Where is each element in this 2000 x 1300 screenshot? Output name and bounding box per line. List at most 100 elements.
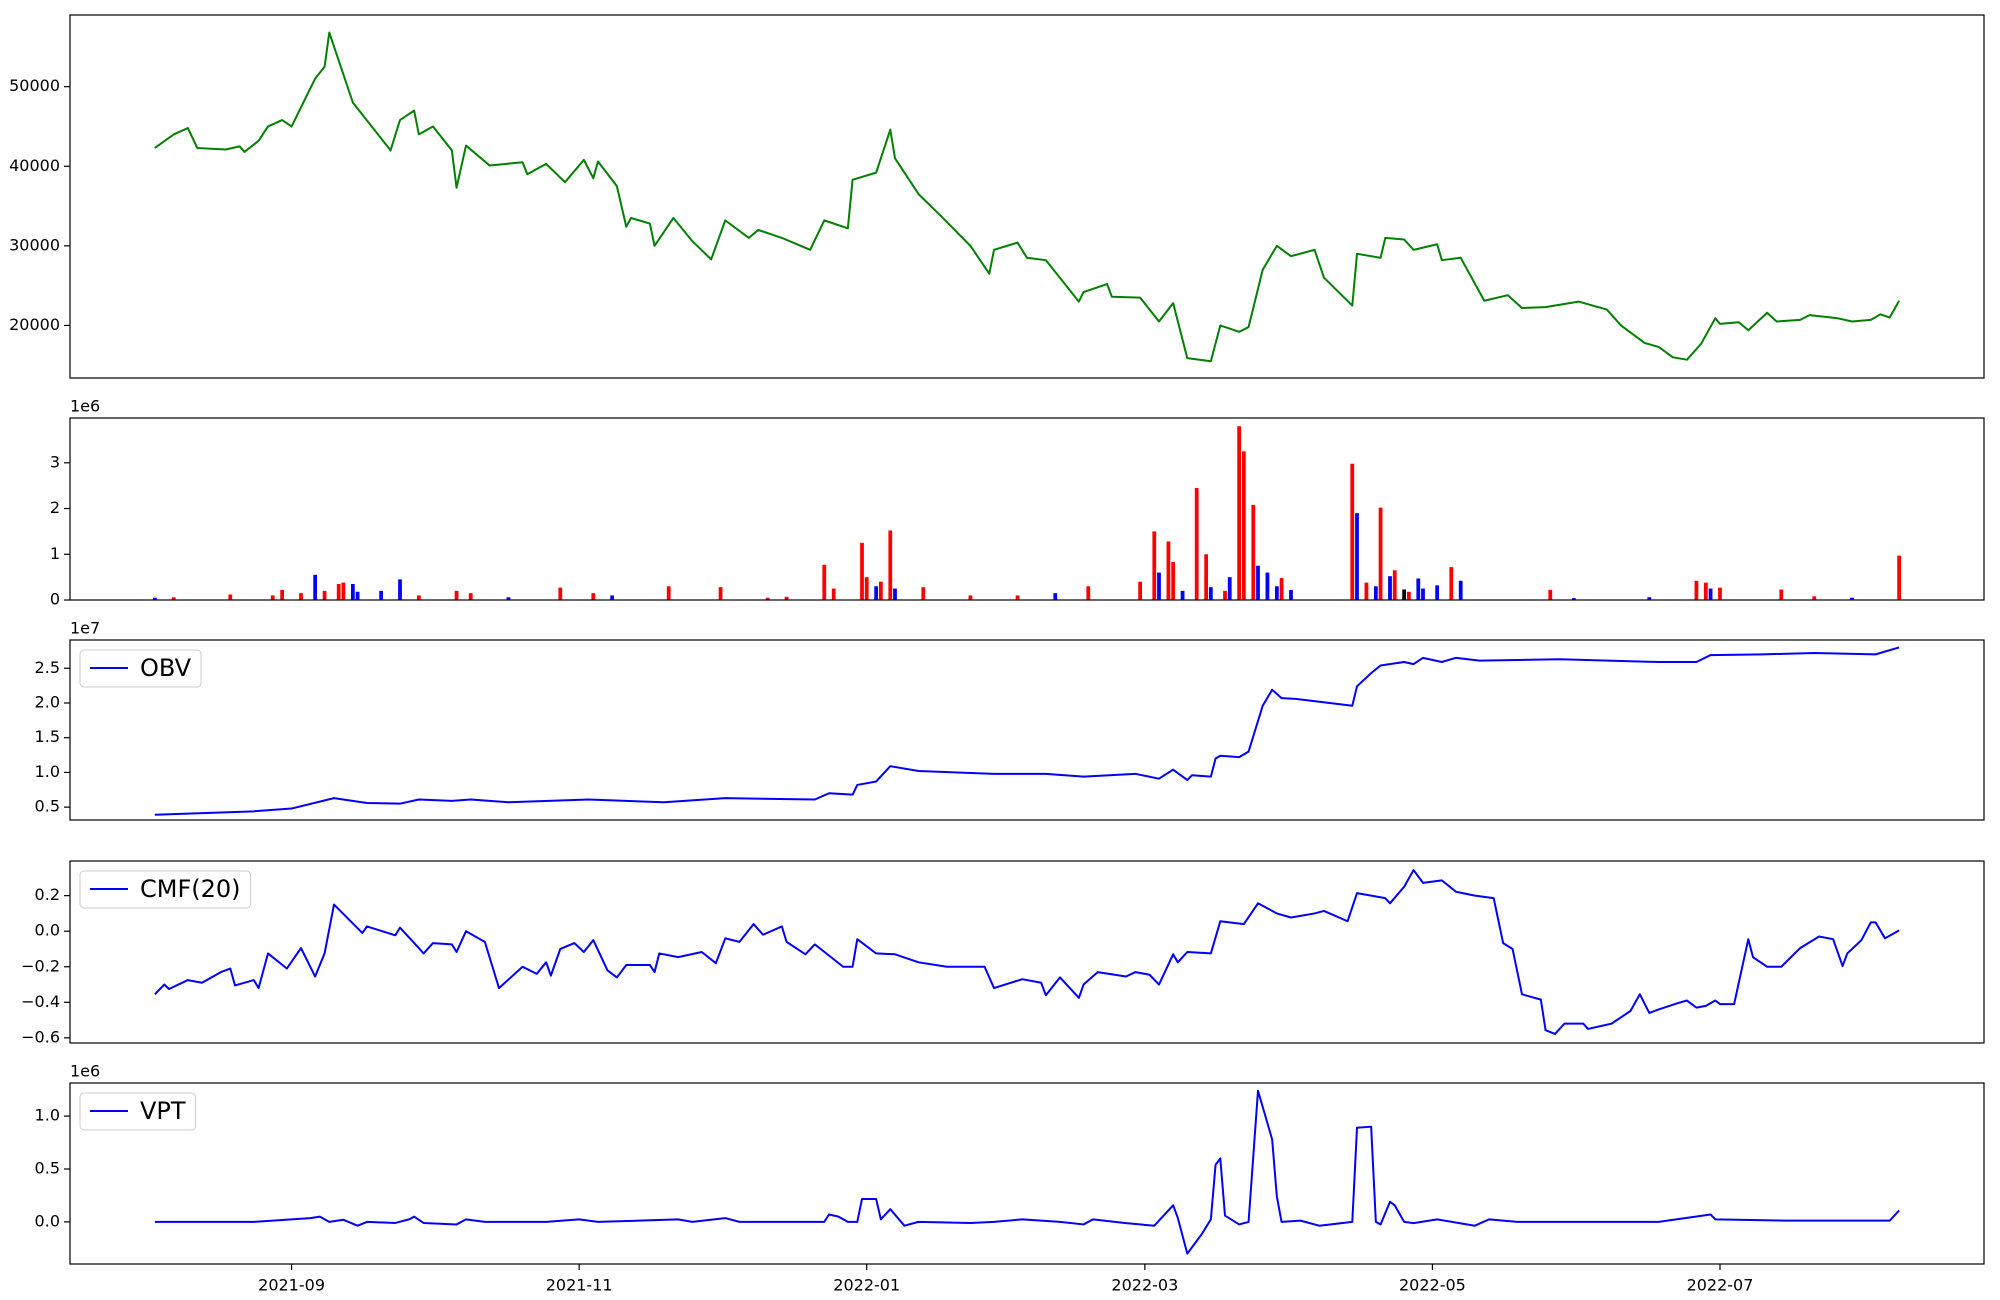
volume-bar [1897,555,1902,600]
y-tick-label: 0.0 [35,1211,60,1230]
volume-bar [874,586,879,600]
y-tick-label: 2.0 [35,692,60,711]
volume-bar [350,583,355,600]
volume-bar [718,587,723,600]
volume-bar [1812,596,1817,600]
legend-box [79,1092,197,1131]
volume-bar [416,595,421,600]
legend-box [79,870,252,909]
y-tick-label: −0.4 [21,992,60,1011]
panel: 0.0 0.5 1.0 2021-09 2021-11 2022-01 2022-03 202… [35,1062,1985,1295]
axis-offset-label: 1e7 [70,619,100,638]
volume-bar [1548,589,1553,600]
y-tick-label: 0.2 [35,885,60,904]
volume-bar [1251,504,1256,600]
y-tick-label: 1 [50,544,60,563]
x-tick-label: 2022-03 [1111,1276,1178,1295]
axes-frame [69,860,1985,1044]
volume-bar [784,596,789,600]
volume-bar [1227,577,1232,600]
volume-bar [1449,567,1454,600]
volume-bar [152,597,157,600]
volume-bar [299,593,303,600]
y-tick-label: 20000 [9,315,60,334]
volume-bar [322,590,327,600]
volume-bar [893,588,897,600]
volume-bar [1171,562,1176,600]
legend: CMF(20) [79,870,252,909]
volume-bar [1718,587,1722,600]
volume-bar [270,595,275,600]
volume-bar [1053,593,1058,600]
volume-bar [1392,570,1397,600]
volume-bar [1256,565,1260,600]
y-tick-label: 0.0 [35,921,60,940]
volume-bar [379,590,384,600]
volume-bar [1373,586,1378,600]
volume-bar [831,588,836,600]
y-tick-label: −0.6 [21,1027,60,1046]
data-line [154,646,1900,816]
y-tick-label: 50000 [9,76,60,95]
volume-bar [355,591,360,600]
volume-bar [1779,589,1784,600]
panel: 0 1 2 3 1e6 [50,397,1985,609]
volume-bar [171,597,176,600]
volume-bar [1265,572,1270,600]
volume-bar [228,594,233,600]
volume-bar [1152,531,1157,600]
volume-bar [864,577,869,600]
volume-bar [822,564,827,600]
y-tick-label: 30000 [9,235,60,254]
volume-bar [1421,588,1425,600]
data-line [154,869,1900,1035]
volume-bar [1435,585,1440,600]
volume-bar [1708,588,1713,600]
volume-bar [1703,582,1708,600]
volume-bar [280,589,285,600]
y-tick-label: 0 [50,590,60,609]
volume-bar [878,581,883,600]
y-tick-label: 0.5 [35,797,60,816]
legend: OBV [79,649,202,688]
data-line [154,31,1901,363]
legend-box [79,649,202,688]
volume-bar [968,595,973,600]
volume-bar [1180,590,1185,600]
legend-label: VPT [140,1097,186,1125]
x-tick-label: 2021-09 [258,1276,325,1295]
panel: −0.6 −0.4 −0.2 0.0 0.2 CMF(20) [21,860,1985,1046]
volume-bar [1208,587,1213,600]
volume-bar [1355,513,1359,600]
volume-bar [666,586,671,600]
volume-bar [1402,589,1407,600]
volume-bar [1694,580,1699,600]
volume-bar [765,597,770,600]
volume-bar [1274,586,1279,600]
volume-bar [1194,487,1199,600]
volume-bar [558,587,563,600]
data-line [154,1089,1900,1255]
axis-offset-label: 1e6 [70,397,100,416]
volume-bar [860,542,864,600]
axes-frame [69,417,1985,601]
volume-bar [454,590,459,600]
volume-bar [1416,578,1421,600]
legend: VPT [79,1092,197,1131]
y-tick-label: 1.0 [35,762,60,781]
y-tick-label: 1.5 [35,727,60,746]
volume-bar [1378,507,1383,600]
x-tick-label: 2022-05 [1399,1276,1466,1295]
volume-bar [1850,597,1854,600]
axes-frame [69,639,1985,821]
volume-bar [398,579,402,600]
volume-bar [921,587,926,600]
y-tick-label: 40000 [9,156,60,175]
x-tick-label: 2022-07 [1687,1276,1754,1295]
volume-bar [1204,554,1209,600]
volume-bar [1406,591,1411,600]
volume-bar [1388,576,1392,600]
y-tick-label: 2.5 [35,658,60,677]
volume-bar [1237,426,1242,600]
